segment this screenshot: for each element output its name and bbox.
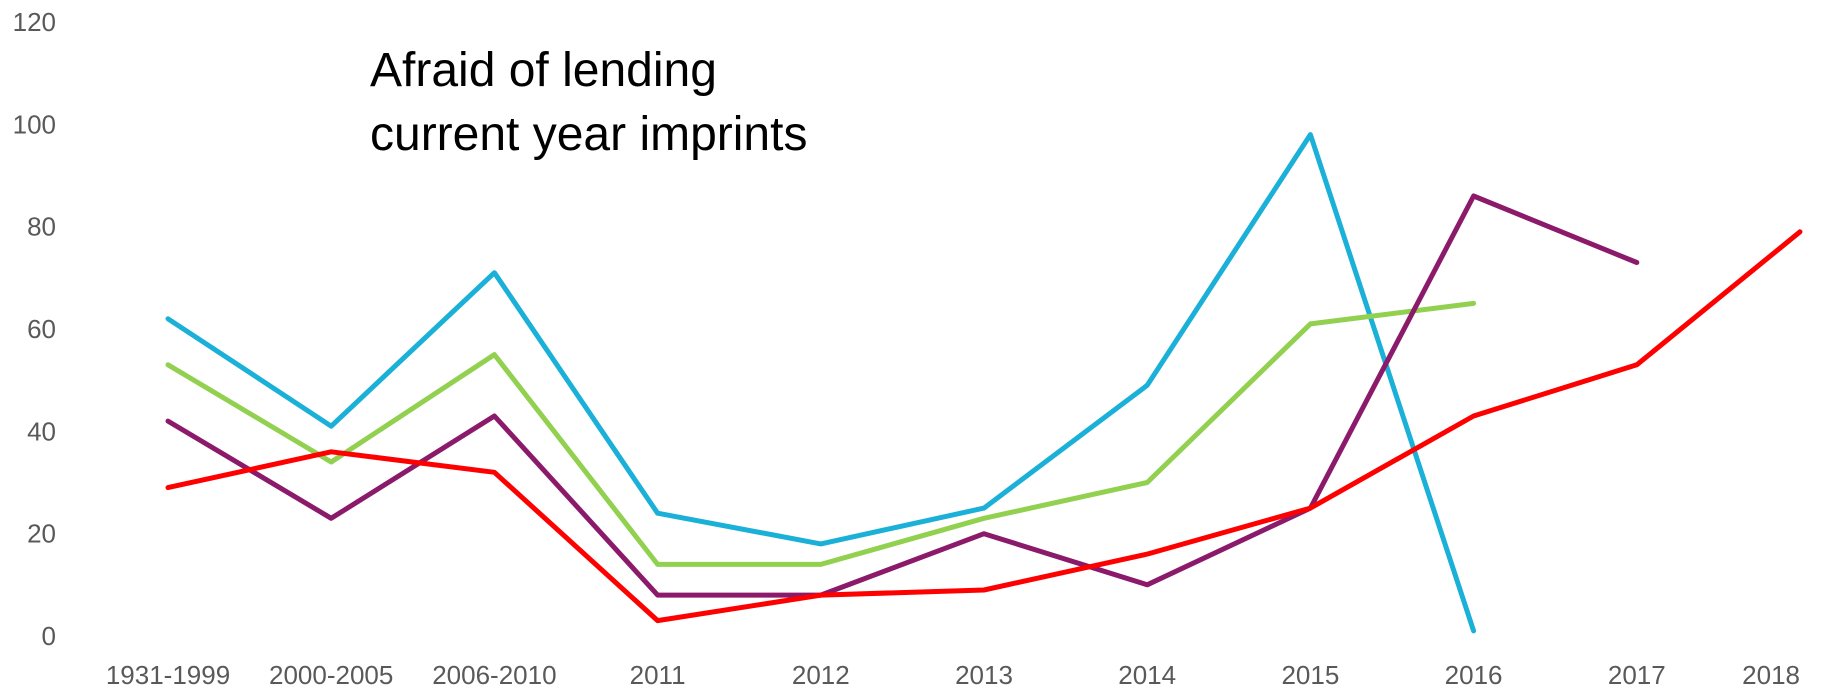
y-tick-label: 40 <box>27 416 56 446</box>
series-line-3 <box>165 193 1640 598</box>
x-tick-label: 2017 <box>1608 660 1666 688</box>
x-tick-label: 2015 <box>1281 660 1339 688</box>
x-tick-label: 2006-2010 <box>432 660 556 688</box>
y-tick-label: 100 <box>13 109 56 139</box>
chart-title-line-2: current year imprints <box>370 108 807 161</box>
y-tick-label: 60 <box>27 314 56 344</box>
x-tick-label: 2000-2005 <box>269 660 393 688</box>
x-axis-ticks: 1931-1999 2000-2005 2006-2010 2011 2012 2013 2… <box>106 660 1800 688</box>
x-tick-label: 2014 <box>1118 660 1176 688</box>
y-tick-label: 120 <box>13 7 56 37</box>
series-layer <box>165 132 1803 634</box>
x-tick-label: 2012 <box>792 660 850 688</box>
x-tick-label: 2011 <box>630 660 686 688</box>
y-tick-label: 0 <box>42 621 56 651</box>
x-tick-label: 2016 <box>1445 660 1503 688</box>
series-line-1 <box>165 132 1477 634</box>
y-tick-label: 20 <box>27 519 56 549</box>
series-line-4 <box>165 229 1803 624</box>
x-tick-label: 2018 <box>1742 660 1800 688</box>
y-tick-label: 80 <box>27 212 56 242</box>
series-line-2 <box>165 300 1477 567</box>
x-tick-label: 2013 <box>955 660 1013 688</box>
x-tick-label: 1931-1999 <box>106 660 230 688</box>
y-axis-ticks: 0 20 40 60 80 100 120 <box>13 7 56 651</box>
chart-title-line-1: Afraid of lending <box>370 44 717 97</box>
